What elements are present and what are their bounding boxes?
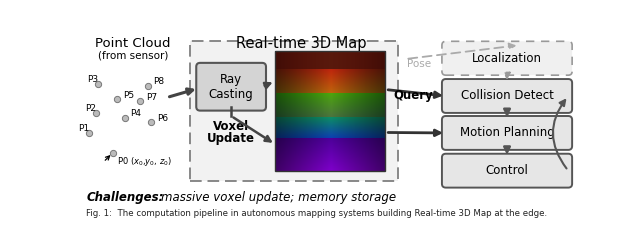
Text: Query: Query (394, 90, 433, 102)
Text: massive voxel update; memory storage: massive voxel update; memory storage (161, 191, 396, 204)
Text: Control: Control (486, 164, 529, 177)
Text: Update: Update (207, 132, 255, 145)
Text: P8: P8 (154, 77, 164, 87)
Text: Point Cloud: Point Cloud (95, 37, 170, 50)
Text: Motion Planning: Motion Planning (460, 126, 554, 139)
FancyBboxPatch shape (442, 116, 572, 150)
FancyBboxPatch shape (190, 40, 397, 181)
Bar (275, 51, 385, 171)
Text: Ray
Casting: Ray Casting (209, 73, 253, 101)
Text: Challenges:: Challenges: (86, 191, 164, 204)
Text: P5: P5 (123, 91, 134, 99)
Text: Pose: Pose (408, 60, 431, 69)
FancyBboxPatch shape (442, 41, 572, 75)
Text: P6: P6 (157, 114, 168, 123)
Text: P4: P4 (131, 109, 141, 118)
Text: Collision Detect: Collision Detect (461, 90, 554, 102)
FancyBboxPatch shape (196, 63, 266, 111)
Text: Localization: Localization (472, 52, 542, 65)
Text: (from sensor): (from sensor) (97, 51, 168, 61)
Text: Real-time 3D Map: Real-time 3D Map (236, 36, 367, 51)
Text: P3: P3 (87, 75, 98, 84)
FancyBboxPatch shape (442, 154, 572, 187)
Text: P7: P7 (146, 93, 157, 102)
Text: P1: P1 (79, 124, 90, 133)
Text: P0 ($x_0$,$y_0$, $z_0$): P0 ($x_0$,$y_0$, $z_0$) (117, 155, 172, 168)
Text: Fig. 1:  The computation pipeline in autonomous mapping systems building Real-ti: Fig. 1: The computation pipeline in auto… (86, 209, 547, 217)
Text: Voxel: Voxel (213, 120, 249, 133)
FancyBboxPatch shape (442, 79, 572, 113)
Text: P2: P2 (84, 104, 95, 113)
